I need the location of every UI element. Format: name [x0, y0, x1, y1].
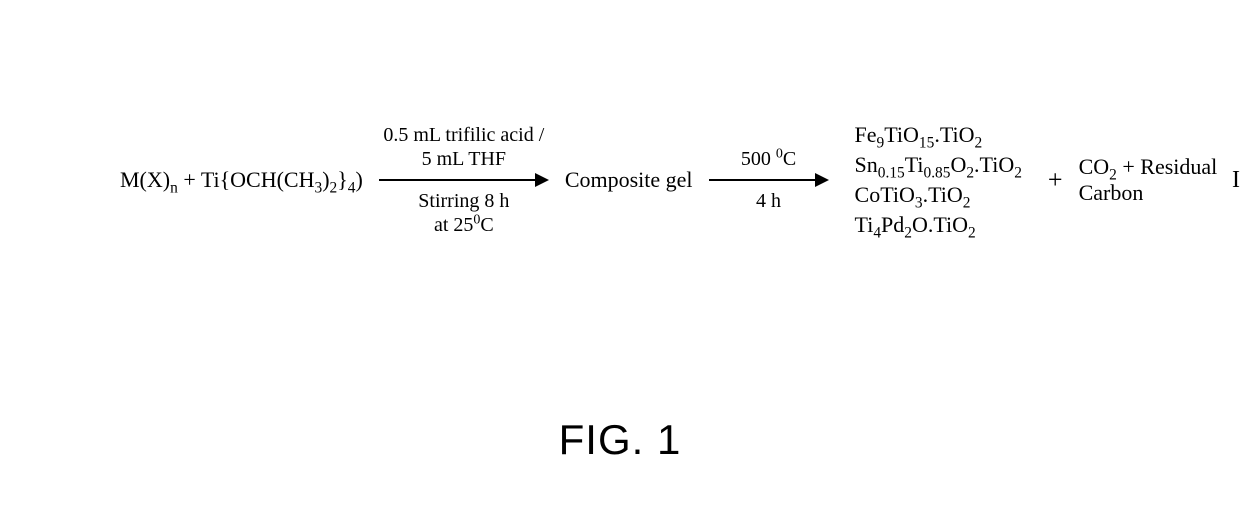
reaction-step-1: 0.5 mL trifilic acid / 5 mL THF Stirring… — [379, 124, 549, 236]
product-3: CoTiO3.TiO2 — [855, 180, 971, 210]
step1-condition-line4: at 250C — [434, 214, 494, 236]
step2-condition-top: 500 0C — [741, 148, 796, 170]
products-list: Fe9TiO15.TiO2 Sn0.15Ti0.85O2.TiO2 CoTiO3… — [855, 120, 1022, 240]
reaction-arrow-2 — [709, 172, 829, 188]
step1-condition-line1: 0.5 mL trifilic acid / — [383, 124, 544, 146]
reaction-arrow-1 — [379, 172, 549, 188]
step2-condition-bottom: 4 h — [756, 190, 781, 212]
figure-caption: FIG. 1 — [0, 416, 1240, 464]
step1-condition-line2: 5 mL THF — [422, 148, 506, 170]
figure-canvas: M(X)n + Ti{OCH(CH3)2}4) 0.5 mL trifilic … — [0, 0, 1240, 524]
arrowhead-1 — [535, 173, 549, 187]
step1-condition-line3: Stirring 8 h — [418, 190, 509, 212]
reactants: M(X)n + Ti{OCH(CH3)2}4) — [120, 166, 363, 194]
product-4: Ti4Pd2O.TiO2 — [855, 210, 976, 240]
arrowhead-2 — [815, 173, 829, 187]
intermediate: Composite gel — [565, 166, 693, 194]
reaction-step-2: 500 0C 4 h — [709, 148, 829, 212]
reaction-scheme: M(X)n + Ti{OCH(CH3)2}4) 0.5 mL trifilic … — [0, 120, 1240, 240]
scheme-label: I — [1232, 167, 1240, 194]
byproducts: CO2 + Residual Carbon — [1079, 154, 1220, 206]
plus-sign: + — [1048, 165, 1063, 195]
product-2: Sn0.15Ti0.85O2.TiO2 — [855, 150, 1022, 180]
product-1: Fe9TiO15.TiO2 — [855, 120, 983, 150]
